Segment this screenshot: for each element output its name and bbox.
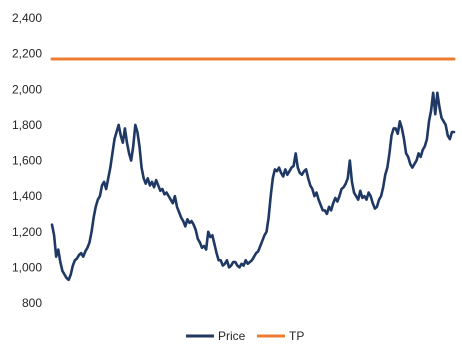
y-tick-label: 2,200 (12, 47, 42, 61)
y-tick-label: 2,400 (12, 11, 42, 25)
y-tick-label: 800 (22, 296, 42, 310)
legend-label-tp: TP (289, 329, 304, 343)
series-layer (50, 57, 456, 282)
y-tick-label: 2,000 (12, 82, 42, 96)
legend-label-price: Price (218, 329, 246, 343)
y-tick-label: 1,800 (12, 118, 42, 132)
y-tick-label: 1,400 (12, 189, 42, 203)
legend: Price TP (186, 329, 304, 343)
y-tick-label: 1,600 (12, 154, 42, 168)
y-axis: 800 1,000 1,200 1,400 1,600 1,800 2,000 2,200 2,… (12, 11, 42, 310)
series-line-price (50, 91, 456, 282)
y-tick-label: 1,200 (12, 225, 42, 239)
y-tick-label: 1,000 (12, 260, 42, 274)
